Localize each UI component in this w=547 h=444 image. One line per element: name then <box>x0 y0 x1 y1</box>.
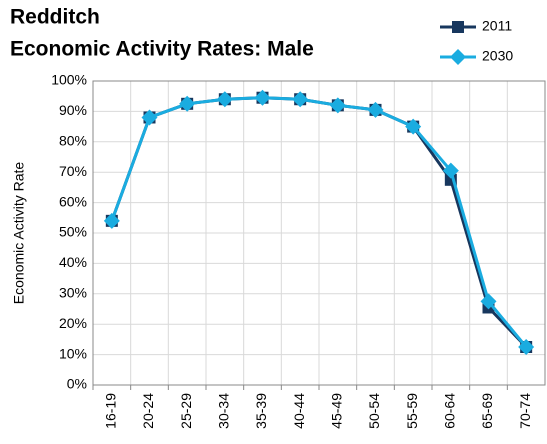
x-tick-label: 65-69 <box>479 393 495 429</box>
data-point <box>216 91 233 108</box>
data-point <box>179 95 196 112</box>
y-tick-label: 10% <box>59 345 87 361</box>
y-tick-label: 80% <box>59 133 87 149</box>
chart-subtitle: Economic Activity Rates: Male <box>10 38 314 61</box>
y-axis-label: Economic Activity Rate <box>11 162 27 305</box>
data-point <box>442 162 459 179</box>
y-tick-label: 60% <box>59 193 87 209</box>
data-point <box>367 101 384 118</box>
x-tick-label: 55-59 <box>404 393 420 429</box>
y-tick-label: 50% <box>59 224 87 240</box>
data-point <box>480 293 497 310</box>
x-tick-label: 25-29 <box>178 393 194 429</box>
x-tick-label: 40-44 <box>291 393 307 429</box>
legend-marker <box>450 49 466 65</box>
data-point <box>292 91 309 108</box>
x-tick-label: 30-34 <box>216 393 232 429</box>
y-tick-label: 70% <box>59 163 87 179</box>
chart-title: Redditch <box>10 6 100 29</box>
series-line <box>110 96 528 348</box>
y-tick-label: 20% <box>59 315 87 331</box>
legend-label: 2030 <box>482 48 513 64</box>
x-tick-label: 16-19 <box>103 393 119 429</box>
x-tick-label: 70-74 <box>517 393 533 429</box>
data-point <box>329 97 346 114</box>
data-point <box>254 89 271 106</box>
y-tick-label: 90% <box>59 102 87 118</box>
y-tick-label: 0% <box>67 376 87 392</box>
data-point <box>518 339 535 355</box>
x-tick-label: 60-64 <box>442 393 458 429</box>
data-point <box>103 212 120 229</box>
x-tick-label: 35-39 <box>253 393 269 429</box>
data-point <box>141 109 158 126</box>
x-tick-label: 20-24 <box>140 393 156 429</box>
y-tick-label: 30% <box>59 285 87 301</box>
x-tick-label: 50-54 <box>366 393 382 429</box>
y-tick-label: 40% <box>59 254 87 270</box>
x-tick-label: 45-49 <box>329 393 345 429</box>
data-point <box>405 118 422 135</box>
y-tick-label: 100% <box>51 72 87 88</box>
legend-label: 2011 <box>482 18 512 34</box>
legend-marker <box>452 21 464 33</box>
